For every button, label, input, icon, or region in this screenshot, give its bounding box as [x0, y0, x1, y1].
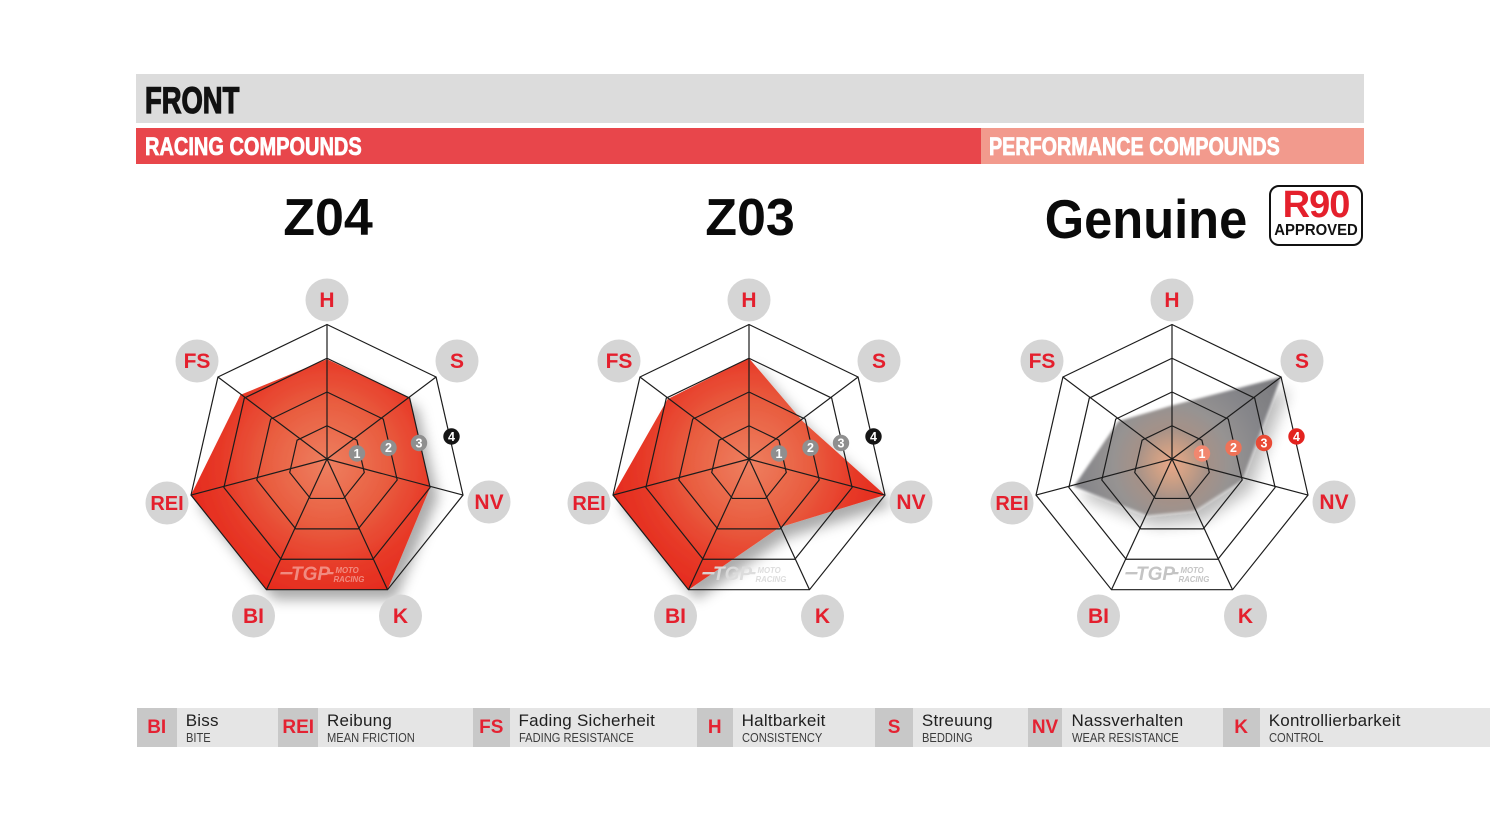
svg-text:BI: BI — [665, 605, 686, 628]
svg-text:4: 4 — [870, 430, 877, 444]
svg-text:4: 4 — [1293, 430, 1300, 444]
svg-text:4: 4 — [448, 430, 455, 444]
svg-text:1: 1 — [775, 447, 782, 461]
svg-text:MOTO: MOTO — [1181, 566, 1204, 575]
svg-text:REI: REI — [995, 493, 1028, 515]
svg-text:H: H — [1164, 289, 1179, 312]
svg-text:FS: FS — [605, 350, 632, 373]
svg-text:RACING: RACING — [1179, 575, 1210, 584]
svg-text:BI: BI — [243, 605, 264, 628]
svg-text:H: H — [741, 289, 756, 312]
svg-text:MOTO: MOTO — [335, 566, 358, 575]
svg-text:FS: FS — [1029, 350, 1056, 373]
svg-text:2: 2 — [385, 441, 392, 455]
svg-text:K: K — [814, 605, 829, 628]
svg-text:BI: BI — [1088, 605, 1109, 628]
svg-text:MOTO: MOTO — [757, 566, 780, 575]
svg-text:TGP: TGP — [291, 564, 330, 585]
svg-text:NV: NV — [474, 491, 503, 514]
svg-text:2: 2 — [1230, 441, 1237, 455]
svg-text:FS: FS — [183, 350, 210, 373]
svg-text:NV: NV — [896, 491, 925, 514]
svg-text:TGP: TGP — [1136, 564, 1175, 585]
svg-text:S: S — [449, 350, 463, 373]
svg-text:S: S — [1295, 350, 1309, 373]
svg-text:H: H — [319, 289, 334, 312]
svg-text:2: 2 — [807, 441, 814, 455]
svg-text:1: 1 — [1199, 447, 1206, 461]
svg-text:RACING: RACING — [333, 575, 364, 584]
svg-text:K: K — [1238, 605, 1253, 628]
svg-text:3: 3 — [415, 436, 422, 450]
svg-text:1: 1 — [353, 447, 360, 461]
svg-text:3: 3 — [1261, 436, 1268, 450]
svg-text:TGP: TGP — [713, 564, 752, 585]
svg-text:REI: REI — [572, 493, 605, 515]
svg-text:3: 3 — [837, 436, 844, 450]
svg-text:S: S — [871, 350, 885, 373]
svg-text:K: K — [392, 605, 407, 628]
svg-text:NV: NV — [1319, 491, 1348, 514]
svg-text:RACING: RACING — [755, 575, 786, 584]
svg-text:REI: REI — [150, 493, 183, 515]
